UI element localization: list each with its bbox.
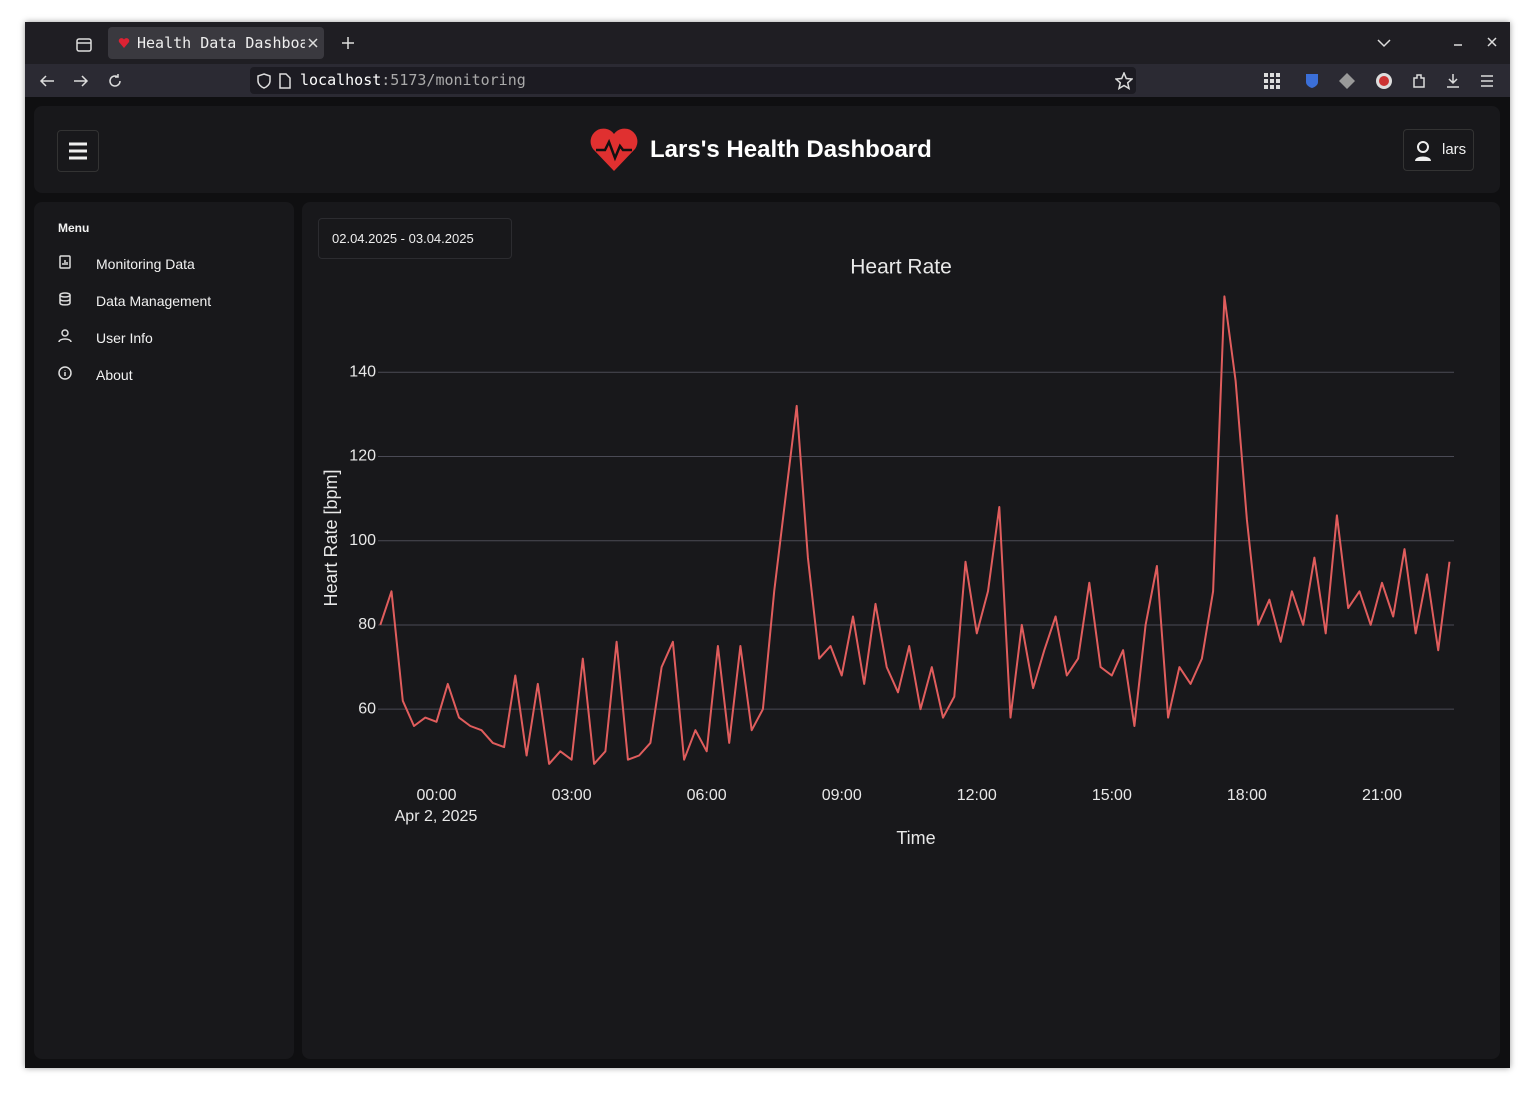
shield-icon	[257, 73, 271, 89]
close-window[interactable]	[1485, 35, 1499, 49]
hamburger-icon	[69, 142, 87, 160]
app-title: Lars's Health Dashboard	[650, 136, 932, 163]
user-name: lars	[1442, 141, 1467, 158]
y-tick-label: 100	[349, 532, 376, 549]
extensions[interactable]	[1410, 72, 1428, 90]
tab-menu[interactable]	[1376, 35, 1392, 51]
browser-window: Health Data Dashboard localhost:5173/mon…	[25, 22, 1510, 1068]
downloads[interactable]	[1444, 72, 1462, 90]
user-icon	[58, 329, 72, 343]
x-tick-label: 15:00	[1092, 787, 1132, 804]
x-axis-label: Time	[896, 828, 935, 848]
forward[interactable]	[72, 72, 90, 90]
chart: Heart Rate Heart Rate [bpm] Apr 2, 2025 …	[321, 256, 1454, 848]
y-tick-label: 140	[349, 363, 376, 380]
nav-bar: localhost:5173/monitoring	[25, 64, 1510, 97]
url-host: localhost	[300, 71, 382, 89]
url-path: :5173/monitoring	[381, 71, 526, 89]
chart-title: Heart Rate	[850, 256, 952, 279]
tab-close[interactable]	[307, 37, 319, 49]
bookmark[interactable]	[1115, 72, 1133, 90]
menu[interactable]	[1478, 72, 1496, 90]
x-tick-label: 18:00	[1227, 787, 1267, 804]
info-icon	[58, 366, 72, 380]
minimize[interactable]	[1451, 35, 1465, 49]
header: Lars's Health Dashboard lars	[34, 106, 1500, 193]
menu-item[interactable]: Data Management	[96, 293, 212, 309]
back[interactable]	[38, 72, 56, 90]
x-date-label: Apr 2, 2025	[395, 808, 478, 825]
x-tick-label: 00:00	[417, 787, 457, 804]
menu-item[interactable]: User Info	[96, 330, 153, 346]
extension-icon[interactable]	[1303, 72, 1321, 90]
y-tick-label: 120	[349, 448, 376, 465]
menu-item[interactable]: About	[96, 367, 133, 383]
tab-title: Health Data Dashboard	[137, 34, 305, 52]
tab[interactable]: Health Data Dashboard	[108, 27, 324, 59]
url: localhost:5173/monitoring	[300, 67, 526, 94]
database-icon	[59, 292, 71, 306]
chart-icon	[59, 255, 71, 269]
new-tab[interactable]	[340, 35, 356, 51]
date-range-picker[interactable]: 02.04.2025 - 03.04.2025	[318, 218, 512, 259]
extension-icon[interactable]	[1375, 72, 1393, 90]
menu-heading: Menu	[58, 221, 90, 235]
y-tick-label: 80	[358, 616, 376, 633]
x-tick-label: 03:00	[552, 787, 592, 804]
tab-list-icon[interactable]	[75, 35, 93, 53]
tab-favicon	[118, 38, 130, 48]
x-tick-label: 09:00	[822, 787, 862, 804]
user-button[interactable]: lars	[1403, 129, 1474, 171]
x-tick-label: 12:00	[957, 787, 997, 804]
y-axis-label: Heart Rate [bpm]	[321, 469, 341, 606]
reload[interactable]	[106, 72, 124, 90]
menu-item[interactable]: Monitoring Data	[96, 256, 195, 272]
y-tick-label: 60	[358, 700, 376, 717]
tab-bar: Health Data Dashboard	[25, 22, 1510, 64]
extension-icon[interactable]	[1338, 72, 1356, 90]
main-panel: 02.04.2025 - 03.04.2025 Heart Rate Heart…	[302, 202, 1500, 1059]
user-icon	[1415, 141, 1431, 161]
url-bar[interactable]: localhost:5173/monitoring	[250, 67, 1136, 94]
page-icon	[279, 73, 291, 89]
sidebar: Menu Monitoring Data Data Management Use…	[34, 202, 294, 1059]
menu-button[interactable]	[57, 130, 99, 172]
heart-rate-line	[379, 295, 1451, 765]
apps-icon[interactable]	[1263, 72, 1281, 90]
logo	[590, 128, 638, 171]
x-tick-label: 21:00	[1362, 787, 1402, 804]
x-tick-label: 06:00	[687, 787, 727, 804]
